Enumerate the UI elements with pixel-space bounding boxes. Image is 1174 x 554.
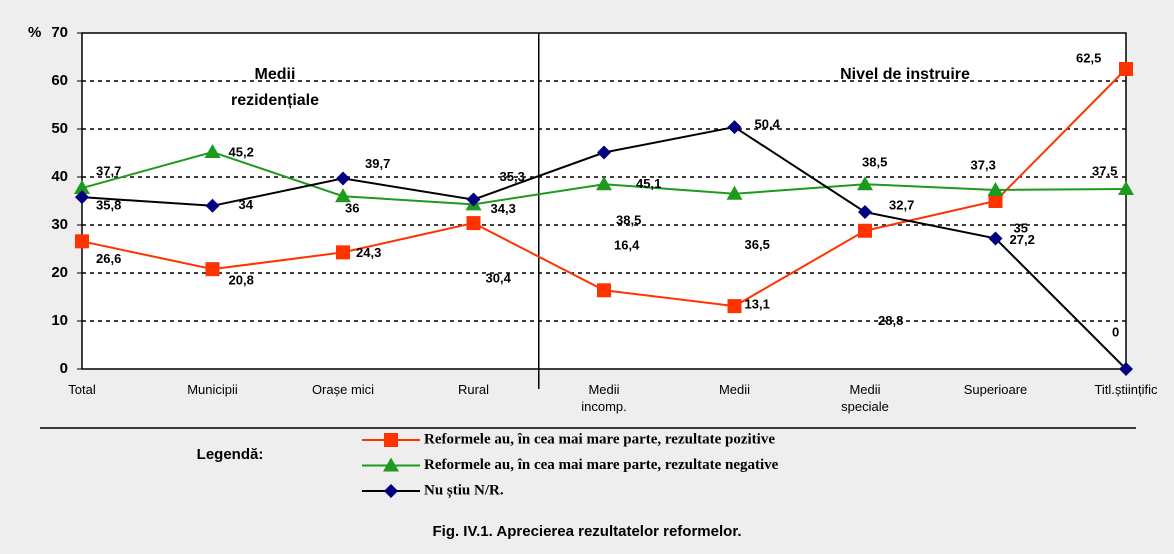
marker	[988, 194, 1003, 208]
x-tick-label: Titl.științific	[1094, 382, 1158, 397]
marker	[205, 262, 220, 277]
y-tick-label: 60	[51, 72, 68, 89]
plot-area	[82, 33, 1126, 369]
marker	[383, 457, 399, 472]
marker	[726, 185, 743, 200]
data-label: 37,5	[1092, 163, 1117, 178]
data-label: 16,4	[614, 238, 640, 253]
data-label: 30,4	[486, 271, 512, 286]
x-tick-label: Rural	[458, 382, 489, 397]
marker	[384, 433, 398, 447]
marker	[1119, 62, 1133, 76]
data-label: 32,7	[889, 197, 914, 212]
marker	[335, 188, 351, 203]
data-label: 0	[1112, 324, 1119, 339]
legend-label: Reformele au, în cea mai mare parte, rez…	[424, 457, 779, 473]
marker	[597, 283, 611, 298]
marker	[336, 171, 350, 186]
marker	[74, 180, 90, 195]
marker	[858, 223, 872, 238]
y-tick-label: 0	[60, 360, 68, 377]
data-label: 26,6	[96, 251, 121, 266]
data-label: 13,1	[745, 297, 770, 312]
data-label: 36	[345, 201, 359, 216]
marker	[75, 190, 89, 205]
x-tick-label: Superioare	[964, 382, 1028, 397]
marker	[205, 198, 220, 213]
marker	[727, 299, 742, 314]
y-tick-label: 10	[51, 312, 68, 329]
data-label: 36,5	[745, 237, 770, 252]
marker	[1119, 362, 1133, 376]
data-label: 35	[1014, 220, 1028, 235]
data-label: 35,8	[96, 198, 121, 213]
y-tick-label: 70	[51, 24, 68, 41]
data-label: 45,2	[229, 144, 254, 159]
x-tick-label: Medii	[719, 382, 750, 397]
data-label: 24,3	[356, 245, 381, 260]
data-label: 28,8	[878, 313, 903, 328]
x-tick-label: Medii incomp.	[581, 382, 627, 414]
data-label: 38,5	[616, 213, 641, 228]
data-label: 50,4	[755, 117, 781, 132]
marker	[987, 181, 1004, 196]
annotation: rezidențiale	[231, 92, 319, 109]
y-tick-label: 20	[51, 264, 68, 281]
x-tick-label: Orașe mici	[312, 382, 374, 397]
marker	[75, 234, 89, 249]
data-label: 27,2	[1010, 232, 1035, 247]
marker	[857, 176, 873, 191]
y-tick-label: 40	[51, 168, 68, 185]
annotation: Nivel de instruire	[840, 66, 970, 83]
x-tick-label: Medii speciale	[841, 382, 889, 414]
y-tick-label: 50	[51, 120, 68, 137]
y-tick-label: 30	[51, 216, 68, 233]
marker	[336, 245, 350, 260]
marker	[596, 176, 612, 191]
caption: Fig. IV.1. Aprecierea rezultatelor refor…	[432, 523, 741, 540]
data-label: 39,7	[365, 156, 390, 171]
marker	[1118, 181, 1134, 195]
marker	[466, 192, 481, 207]
y-axis-label: %	[28, 24, 41, 41]
marker	[858, 205, 872, 220]
marker	[988, 231, 1003, 246]
legend-title: Legendă:	[197, 446, 264, 463]
data-label: 37,7	[96, 163, 121, 178]
data-label: 62,5	[1076, 50, 1101, 65]
data-label: 35,3	[500, 169, 525, 184]
x-tick-label: Municipii	[187, 382, 238, 397]
marker	[727, 120, 742, 135]
x-tick-label: Total	[68, 382, 96, 397]
legend-label: Reformele au, în cea mai mare parte, rez…	[424, 431, 775, 447]
marker	[384, 484, 398, 498]
marker	[597, 145, 611, 160]
data-label: 34	[239, 197, 254, 212]
marker	[204, 144, 221, 159]
legend-label: Nu știu N/R.	[424, 482, 504, 498]
data-label: 34,3	[491, 201, 516, 216]
marker	[466, 216, 481, 231]
data-label: 38,5	[862, 155, 887, 170]
data-label: 20,8	[229, 273, 254, 288]
data-label: 45,1	[636, 176, 661, 191]
annotation: Medii	[255, 66, 296, 83]
data-label: 37,3	[971, 157, 996, 172]
